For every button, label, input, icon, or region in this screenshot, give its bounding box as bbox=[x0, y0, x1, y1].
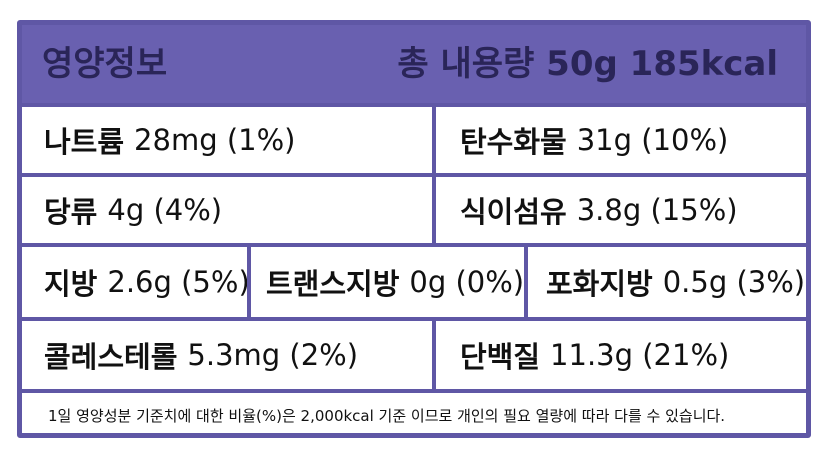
nutrient-name: 당류 bbox=[44, 195, 98, 229]
nutrient-value: 4g (4%) bbox=[107, 193, 223, 227]
nutrient-name: 콜레스테롤 bbox=[44, 340, 178, 374]
nutrient-row: 지방 2.6g (5%) 트랜스지방 0g (0%) 포화지방 0.5g (3%… bbox=[22, 243, 806, 317]
nutrient-row: 당류 4g (4%) 식이섬유 3.8g (15%) bbox=[22, 173, 806, 243]
daily-value-footnote: 1일 영양성분 기준치에 대한 비율(%)은 2,000kcal 기준 이므로 … bbox=[22, 389, 806, 438]
column-divider bbox=[432, 177, 436, 243]
column-divider bbox=[524, 247, 528, 317]
nutrient-cholesterol: 콜레스테롤 5.3mg (2%) bbox=[44, 321, 358, 389]
nutrient-name: 식이섬유 bbox=[460, 195, 567, 229]
total-content-calories: 총 내용량 50g 185kcal bbox=[397, 44, 778, 84]
nutrient-name: 탄수화물 bbox=[460, 125, 567, 159]
nutrient-name: 포화지방 bbox=[546, 267, 653, 301]
column-divider bbox=[432, 107, 436, 173]
nutrient-value: 2.6g (5%) bbox=[107, 265, 250, 299]
nutrient-value: 3.8g (15%) bbox=[576, 193, 738, 227]
nutrient-value: 28mg (1%) bbox=[134, 123, 296, 157]
nutrient-value: 0.5g (3%) bbox=[662, 265, 806, 299]
nutrient-sugars: 당류 4g (4%) bbox=[44, 177, 222, 243]
nutrient-row: 나트륨 28mg (1%) 탄수화물 31g (10%) bbox=[22, 103, 806, 173]
nutrient-name: 지방 bbox=[44, 267, 98, 301]
nutrient-carbohydrate: 탄수화물 31g (10%) bbox=[460, 107, 728, 173]
nutrient-protein: 단백질 11.3g (21%) bbox=[460, 321, 729, 389]
nutrient-value: 31g (10%) bbox=[576, 123, 729, 157]
nutrition-facts-label: 영양정보 총 내용량 50g 185kcal 나트륨 28mg (1%) 탄수화… bbox=[17, 20, 811, 438]
nutrient-value: 5.3mg (2%) bbox=[187, 338, 359, 372]
nutrition-title: 영양정보 bbox=[42, 44, 168, 84]
nutrition-header: 영양정보 총 내용량 50g 185kcal bbox=[22, 25, 806, 103]
nutrient-fat: 지방 2.6g (5%) bbox=[44, 247, 250, 317]
nutrient-dietary-fiber: 식이섬유 3.8g (15%) bbox=[460, 177, 738, 243]
nutrient-value: 11.3g (21%) bbox=[550, 338, 730, 372]
nutrient-name: 트랜스지방 bbox=[266, 267, 400, 301]
nutrient-name: 나트륨 bbox=[44, 125, 125, 159]
column-divider bbox=[247, 247, 251, 317]
nutrient-value: 0g (0%) bbox=[409, 265, 525, 299]
nutrient-sodium: 나트륨 28mg (1%) bbox=[44, 107, 295, 173]
nutrient-trans-fat: 트랜스지방 0g (0%) bbox=[266, 247, 524, 317]
column-divider bbox=[432, 321, 436, 389]
nutrient-name: 단백질 bbox=[460, 340, 541, 374]
nutrient-saturated-fat: 포화지방 0.5g (3%) bbox=[546, 247, 805, 317]
nutrient-row: 콜레스테롤 5.3mg (2%) 단백질 11.3g (21%) bbox=[22, 317, 806, 389]
